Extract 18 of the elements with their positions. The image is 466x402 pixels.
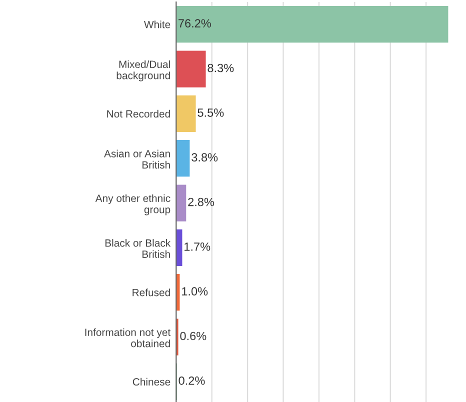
y-tick-label: Information not yet obtained — [85, 328, 171, 348]
y-tick-label: Any other ethnic group — [95, 194, 170, 216]
data-label: 5.5% — [198, 108, 224, 117]
data-label: 3.8% — [192, 153, 218, 162]
data-label: 76.2% — [178, 19, 211, 28]
y-tick-label: Chinese — [132, 378, 170, 386]
data-label: 0.2% — [178, 376, 205, 385]
data-label: 2.8% — [188, 198, 214, 206]
y-tick-label: White — [144, 20, 170, 28]
data-label: 1.7% — [184, 242, 210, 251]
data-label: 8.3% — [208, 64, 234, 72]
data-label: 0.6% — [180, 332, 206, 340]
y-tick-label: Black or Black British — [105, 239, 171, 258]
data-label: 1.0% — [182, 287, 208, 296]
y-tick-label: Not Recorded — [107, 110, 170, 118]
y-tick-label: Mixed/Dual background — [116, 60, 170, 82]
y-tick-label: Asian or Asian British — [104, 150, 170, 169]
y-tick-label: Refused — [132, 288, 170, 296]
